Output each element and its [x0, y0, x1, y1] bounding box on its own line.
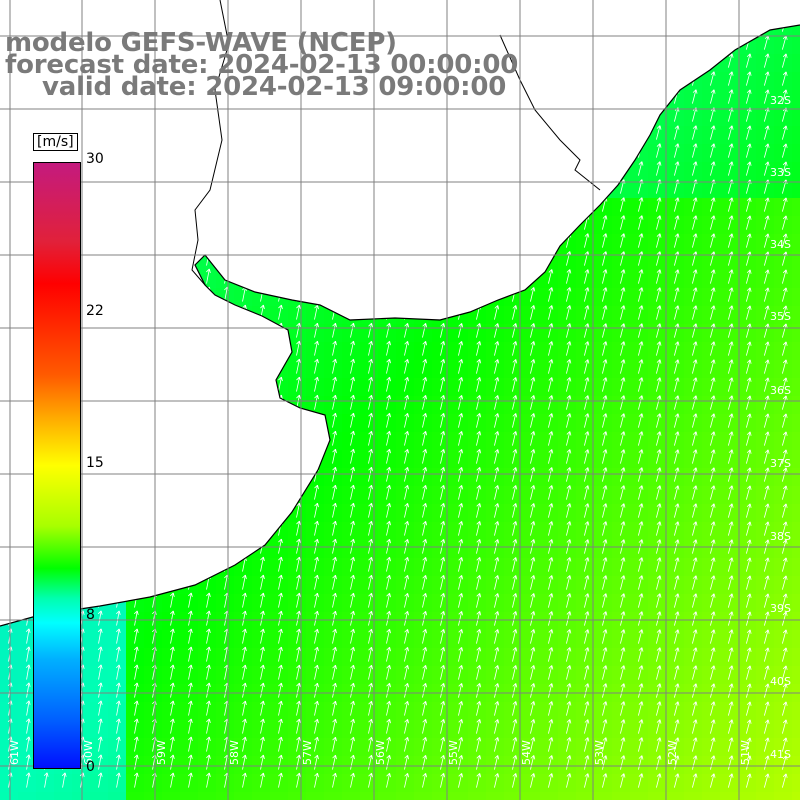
lat-label: 40S	[770, 675, 791, 688]
lat-label: 35S	[770, 310, 791, 323]
lat-label: 34S	[770, 238, 791, 251]
title-valid-date: valid date: 2024-02-13 09:00:00	[42, 72, 507, 102]
lon-label: 51W	[739, 740, 752, 765]
lon-label: 58W	[228, 740, 241, 765]
colorbar-tick-0: 0	[86, 759, 95, 775]
lon-label: 54W	[520, 740, 533, 765]
colorbar-tick-30: 30	[86, 151, 104, 167]
lat-label: 39S	[770, 602, 791, 615]
land-area	[0, 0, 800, 626]
lat-label: 36S	[770, 384, 791, 397]
lat-label: 33S	[770, 166, 791, 179]
colorbar-tick-8: 8	[86, 607, 95, 623]
lat-label: 37S	[770, 457, 791, 470]
title-forecast-date: forecast date: 2024-02-13 00:00:00	[5, 50, 519, 80]
lon-label: 55W	[447, 740, 460, 765]
lon-label: 60W	[82, 740, 95, 765]
lon-label: 52W	[666, 740, 679, 765]
colorbar-tick-22: 22	[86, 303, 104, 319]
colorbar-tick-15: 15	[86, 455, 104, 471]
lon-label: 53W	[593, 740, 606, 765]
lon-label: 56W	[374, 740, 387, 765]
title-model: modelo GEFS-WAVE (NCEP)	[5, 28, 397, 58]
lon-label: 59W	[155, 740, 168, 765]
lon-label: 61W	[8, 740, 21, 765]
colorbar-unit: [m/s]	[33, 133, 78, 151]
lat-label: 32S	[770, 94, 791, 107]
lat-label: 38S	[770, 530, 791, 543]
lat-label: 41S	[770, 748, 791, 761]
lon-label: 57W	[301, 740, 314, 765]
colorbar	[33, 162, 81, 769]
